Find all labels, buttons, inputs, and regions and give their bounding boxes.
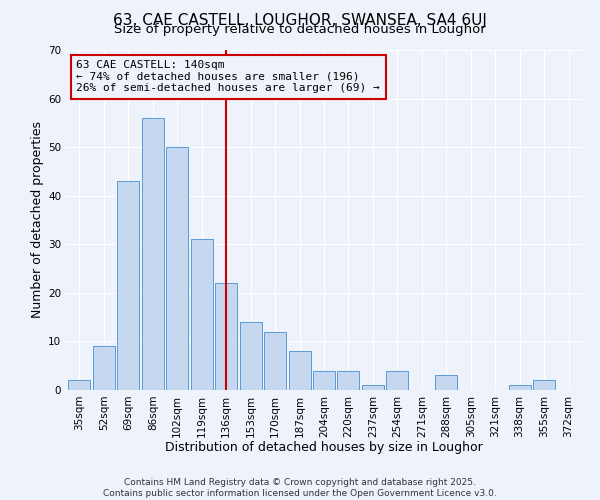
Bar <box>289 351 311 390</box>
Bar <box>191 240 213 390</box>
Y-axis label: Number of detached properties: Number of detached properties <box>31 122 44 318</box>
Bar <box>118 181 139 390</box>
Bar <box>142 118 164 390</box>
Text: 63 CAE CASTELL: 140sqm
← 74% of detached houses are smaller (196)
26% of semi-de: 63 CAE CASTELL: 140sqm ← 74% of detached… <box>76 60 380 94</box>
Bar <box>337 370 359 390</box>
Text: 63, CAE CASTELL, LOUGHOR, SWANSEA, SA4 6UJ: 63, CAE CASTELL, LOUGHOR, SWANSEA, SA4 6… <box>113 12 487 28</box>
Bar <box>362 385 384 390</box>
Text: Size of property relative to detached houses in Loughor: Size of property relative to detached ho… <box>114 22 486 36</box>
Bar <box>166 147 188 390</box>
Bar <box>435 376 457 390</box>
Bar <box>509 385 530 390</box>
X-axis label: Distribution of detached houses by size in Loughor: Distribution of detached houses by size … <box>165 441 483 454</box>
Bar <box>533 380 555 390</box>
Bar <box>215 283 237 390</box>
Bar <box>313 370 335 390</box>
Bar <box>68 380 91 390</box>
Bar <box>239 322 262 390</box>
Bar <box>93 346 115 390</box>
Bar <box>386 370 409 390</box>
Bar <box>264 332 286 390</box>
Text: Contains HM Land Registry data © Crown copyright and database right 2025.
Contai: Contains HM Land Registry data © Crown c… <box>103 478 497 498</box>
